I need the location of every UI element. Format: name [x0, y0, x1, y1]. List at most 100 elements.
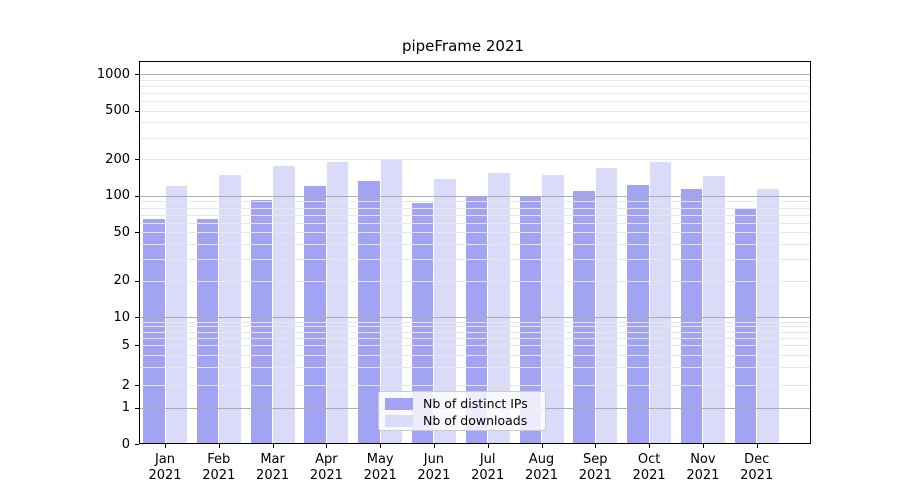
bar-downloads-mar — [273, 166, 295, 444]
y-tick-mark-10 — [135, 317, 139, 319]
gridline-900 — [140, 79, 810, 81]
legend-label: Nb of downloads — [423, 413, 528, 428]
x-tick-mark-nov — [702, 444, 704, 448]
gridline-70 — [140, 214, 810, 216]
bar-downloads-apr — [326, 161, 349, 444]
y-tick-mark-20 — [135, 280, 139, 282]
gridline-4 — [140, 354, 810, 356]
y-tick-mark-1 — [135, 407, 139, 409]
gridline-700 — [140, 92, 810, 94]
bar-downloads-oct — [649, 162, 672, 444]
x-tick-mark-dec — [756, 444, 758, 448]
gridline-8 — [140, 326, 810, 328]
x-tick-mark-jul — [487, 444, 489, 448]
gridline-20 — [140, 280, 810, 282]
legend-swatch-distinct-ips — [385, 398, 413, 410]
legend-label: Nb of distinct IPs — [423, 396, 528, 411]
gridline-500 — [140, 110, 810, 112]
gridline-600 — [140, 101, 810, 102]
bar-distinct-ips-aug — [519, 196, 541, 444]
y-tick-mark-50 — [135, 232, 139, 234]
x-tick-mark-jan — [165, 444, 166, 448]
gridline-90 — [140, 201, 810, 203]
bar-distinct-ips-jan — [143, 218, 165, 444]
gridline-80 — [140, 207, 810, 209]
legend: Nb of distinct IPs Nb of downloads — [378, 391, 546, 431]
y-tick-label-500: 500 — [105, 103, 130, 119]
x-tick-mark-apr — [326, 444, 328, 448]
x-tick-label-jan: Jan 2021 — [148, 452, 182, 483]
bar-distinct-ips-nov — [680, 189, 703, 444]
x-tick-label-apr: Apr 2021 — [309, 452, 343, 483]
x-tick-label-sep: Sep 2021 — [578, 452, 612, 483]
x-tick-label-may: May 2021 — [363, 452, 397, 483]
x-tick-mark-jun — [433, 444, 435, 448]
gridline-100 — [140, 195, 810, 197]
y-tick-label-0: 0 — [121, 436, 130, 452]
gridline-50 — [140, 232, 810, 234]
gridline-7 — [140, 331, 810, 333]
y-tick-mark-200 — [135, 159, 139, 161]
bar-distinct-ips-dec — [734, 207, 757, 444]
gridline-10 — [140, 317, 810, 319]
y-tick-label-50: 50 — [113, 224, 130, 240]
y-tick-mark-0 — [135, 444, 139, 445]
x-tick-mark-mar — [272, 444, 274, 448]
y-tick-label-1: 1 — [121, 400, 130, 415]
bar-distinct-ips-feb — [196, 218, 219, 444]
y-tick-label-200: 200 — [105, 151, 130, 167]
x-tick-mark-may — [380, 444, 382, 448]
x-tick-label-nov: Nov 2021 — [686, 452, 720, 483]
x-tick-label-dec: Dec 2021 — [740, 452, 774, 483]
y-tick-mark-1000 — [135, 74, 139, 75]
gridline-400 — [140, 122, 810, 124]
x-tick-label-oct: Oct 2021 — [632, 452, 666, 483]
gridline-5 — [140, 345, 810, 346]
y-tick-mark-2 — [135, 385, 139, 386]
y-tick-label-1000: 1000 — [96, 66, 130, 82]
x-tick-mark-feb — [218, 444, 220, 448]
bar-distinct-ips-jun — [411, 202, 434, 444]
y-tick-mark-5 — [135, 345, 139, 346]
legend-swatch-downloads — [385, 415, 413, 427]
x-tick-label-feb: Feb 2021 — [202, 452, 236, 483]
chart-title: pipeFrame 2021 — [401, 37, 525, 55]
x-tick-mark-oct — [649, 444, 651, 448]
legend-item-distinct-ips: Nb of distinct IPs — [385, 397, 528, 411]
gridline-6 — [140, 337, 810, 339]
x-tick-label-jun: Jun 2021 — [417, 452, 451, 483]
gridline-1000 — [140, 74, 810, 75]
bar-downloads-dec — [757, 189, 779, 444]
gridline-9 — [140, 321, 810, 323]
x-tick-label-aug: Aug 2021 — [524, 452, 559, 483]
y-tick-label-2: 2 — [121, 377, 130, 393]
y-tick-mark-100 — [135, 195, 139, 197]
bar-distinct-ips-jul — [465, 195, 488, 444]
x-tick-mark-sep — [595, 444, 597, 448]
bar-distinct-ips-apr — [304, 185, 326, 444]
y-tick-label-100: 100 — [105, 188, 130, 204]
y-tick-mark-500 — [135, 110, 139, 112]
gridline-60 — [140, 222, 810, 224]
y-tick-label-20: 20 — [113, 273, 130, 289]
bar-downloads-aug — [542, 175, 564, 444]
gridline-300 — [140, 137, 810, 139]
bar-downloads-feb — [219, 174, 241, 444]
gridline-2 — [140, 385, 810, 386]
bar-distinct-ips-oct — [627, 185, 649, 444]
bar-downloads-sep — [595, 168, 618, 444]
bar-downloads-nov — [703, 176, 725, 444]
gridline-200 — [140, 159, 810, 161]
x-tick-label-mar: Mar 2021 — [256, 452, 290, 483]
y-tick-label-10: 10 — [113, 309, 130, 325]
y-tick-label-5: 5 — [121, 337, 130, 353]
gridline-30 — [140, 259, 810, 261]
gridline-800 — [140, 85, 810, 87]
bar-distinct-ips-may — [358, 181, 380, 444]
gridline-3 — [140, 367, 810, 369]
gridline-40 — [140, 244, 810, 246]
bar-downloads-jun — [434, 179, 456, 444]
bar-downloads-may — [380, 159, 403, 444]
bar-downloads-jan — [165, 186, 187, 444]
